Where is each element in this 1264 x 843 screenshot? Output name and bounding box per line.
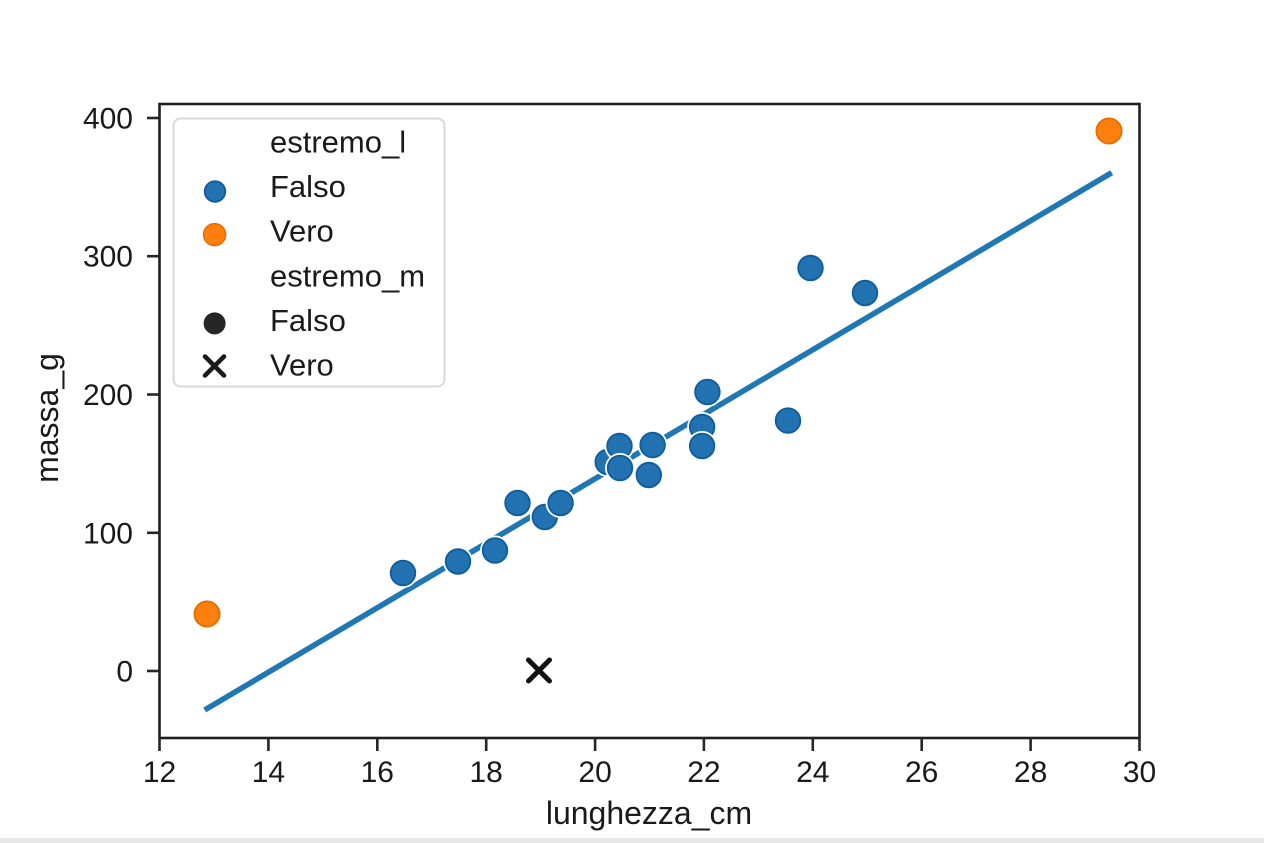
svg-text:16: 16 bbox=[361, 756, 394, 789]
svg-text:26: 26 bbox=[905, 756, 938, 789]
svg-text:estremo_l: estremo_l bbox=[270, 125, 406, 160]
svg-text:20: 20 bbox=[578, 756, 611, 789]
svg-text:Vero: Vero bbox=[270, 214, 334, 249]
svg-text:400: 400 bbox=[83, 103, 133, 136]
svg-text:12: 12 bbox=[143, 756, 176, 789]
svg-text:Falso: Falso bbox=[270, 169, 346, 204]
svg-text:200: 200 bbox=[83, 379, 133, 412]
svg-text:22: 22 bbox=[687, 756, 720, 789]
svg-text:massa_g: massa_g bbox=[29, 353, 65, 483]
svg-text:100: 100 bbox=[83, 517, 133, 550]
svg-text:28: 28 bbox=[1014, 756, 1047, 789]
svg-text:18: 18 bbox=[470, 756, 503, 789]
svg-text:lunghezza_cm: lunghezza_cm bbox=[546, 795, 752, 831]
svg-text:Vero: Vero bbox=[270, 348, 334, 383]
svg-text:Falso: Falso bbox=[270, 303, 346, 338]
svg-text:14: 14 bbox=[252, 756, 285, 789]
svg-text:30: 30 bbox=[1123, 756, 1156, 789]
svg-text:0: 0 bbox=[116, 656, 133, 689]
svg-text:estremo_m: estremo_m bbox=[270, 258, 425, 293]
svg-text:24: 24 bbox=[796, 756, 829, 789]
svg-text:300: 300 bbox=[83, 241, 133, 274]
